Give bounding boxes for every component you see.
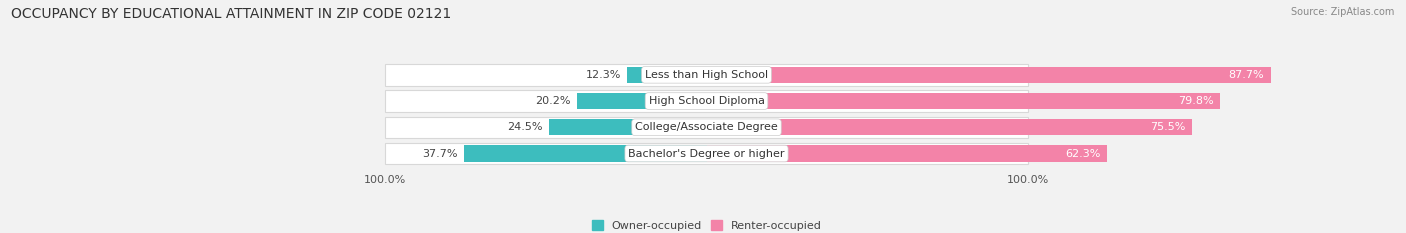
Bar <box>707 145 1108 162</box>
Bar <box>464 145 707 162</box>
Text: 87.7%: 87.7% <box>1229 70 1264 80</box>
Text: 79.8%: 79.8% <box>1178 96 1213 106</box>
Bar <box>385 90 1028 112</box>
Text: 62.3%: 62.3% <box>1066 148 1101 158</box>
Bar <box>707 67 1271 83</box>
Text: College/Associate Degree: College/Associate Degree <box>636 122 778 132</box>
Bar <box>707 93 1220 109</box>
Text: High School Diploma: High School Diploma <box>648 96 765 106</box>
Text: Less than High School: Less than High School <box>645 70 768 80</box>
Text: 20.2%: 20.2% <box>534 96 571 106</box>
Text: OCCUPANCY BY EDUCATIONAL ATTAINMENT IN ZIP CODE 02121: OCCUPANCY BY EDUCATIONAL ATTAINMENT IN Z… <box>11 7 451 21</box>
Text: Bachelor's Degree or higher: Bachelor's Degree or higher <box>628 148 785 158</box>
Legend: Owner-occupied, Renter-occupied: Owner-occupied, Renter-occupied <box>592 220 821 231</box>
Bar <box>707 119 1192 135</box>
Bar <box>548 119 707 135</box>
Bar <box>627 67 707 83</box>
Text: 37.7%: 37.7% <box>422 148 457 158</box>
Bar <box>385 143 1028 164</box>
Bar <box>385 116 1028 138</box>
Bar <box>385 64 1028 86</box>
Text: 24.5%: 24.5% <box>508 122 543 132</box>
Bar <box>576 93 707 109</box>
Text: 12.3%: 12.3% <box>585 70 621 80</box>
Text: 75.5%: 75.5% <box>1150 122 1185 132</box>
Text: Source: ZipAtlas.com: Source: ZipAtlas.com <box>1291 7 1395 17</box>
